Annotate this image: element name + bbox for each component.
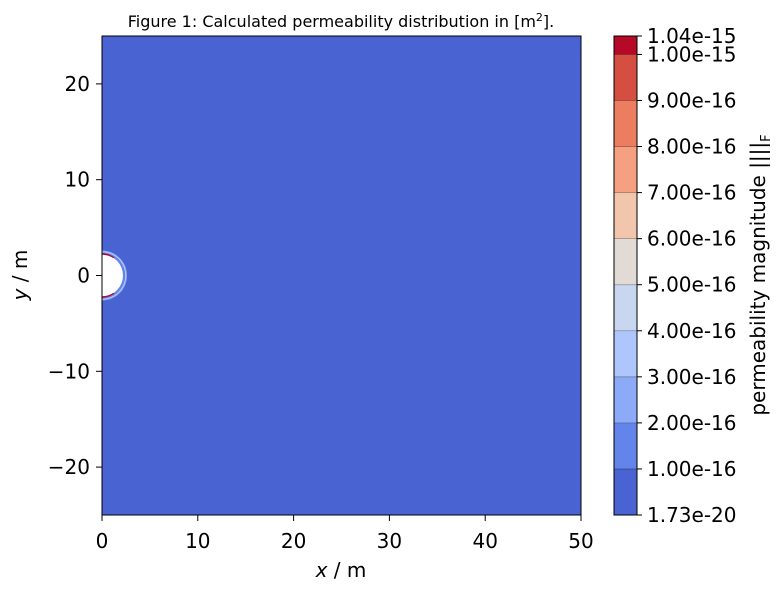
- colorbar-tick-label: 3.00e-16: [647, 365, 737, 389]
- colorbar-label-subscript: F: [759, 134, 774, 141]
- x-tick-label: 0: [96, 529, 109, 553]
- y-axis-label: y / m: [8, 250, 32, 302]
- colorbar-tick-label: 4.00e-16: [647, 319, 737, 343]
- x-tick-label: 30: [377, 529, 402, 553]
- colorbar-ticks: 1.73e-20 1.00e-16 2.00e-16 3.00e-16 4.00e-16…: [637, 24, 737, 527]
- plot-area: [101, 35, 582, 516]
- x-axis-label-unit: / m: [327, 558, 366, 582]
- y-axis-label-variable: y: [8, 287, 32, 301]
- colorbar-band: [614, 36, 637, 55]
- x-tick-label: 50: [568, 529, 593, 553]
- colorbar-label: permeability magnitude ||||F: [746, 134, 774, 415]
- colorbar-tick-label: 1.04e-15: [647, 24, 737, 48]
- colorbar-band: [614, 54, 637, 101]
- colorbar-tick-label: 1.00e-16: [647, 457, 737, 481]
- chart-title: Figure 1: Calculated permeability distri…: [128, 11, 555, 31]
- x-tick-label: 20: [281, 529, 306, 553]
- colorbar-band: [614, 376, 637, 423]
- colorbar-tick-label: 7.00e-16: [647, 181, 737, 205]
- colorbar-band: [614, 468, 637, 515]
- colorbar-frame: [613, 35, 638, 516]
- colorbar-band: [614, 100, 637, 147]
- y-tick-label: 0: [77, 264, 90, 288]
- colorbar-tick-label: 5.00e-16: [647, 273, 737, 297]
- x-tick-label: 40: [472, 529, 497, 553]
- y-tick-label: 20: [65, 72, 90, 96]
- chart-title-main: Figure 1: Calculated permeability distri…: [128, 12, 536, 31]
- colorbar-bands: [614, 36, 637, 515]
- x-axis-ticks: 0 10 20 30 40 50: [96, 515, 594, 553]
- y-tick-label: −10: [48, 359, 90, 383]
- y-tick-label: −20: [48, 455, 90, 479]
- colorbar-band: [614, 284, 637, 331]
- x-axis-label-variable: x: [315, 558, 328, 582]
- colorbar-band: [614, 146, 637, 193]
- colorbar-band: [614, 422, 637, 469]
- colorbar-tick-label: 8.00e-16: [647, 135, 737, 159]
- colorbar: 1.73e-20 1.00e-16 2.00e-16 3.00e-16 4.00e-16…: [613, 24, 737, 527]
- colorbar-tick-label: 1.73e-20: [647, 503, 737, 527]
- x-axis-label: x / m: [315, 558, 367, 582]
- borehole-region: [101, 250, 127, 301]
- chart-title-superscript: 2: [536, 11, 543, 24]
- colorbar-band: [614, 330, 637, 377]
- colorbar-tick-label: 6.00e-16: [647, 227, 737, 251]
- y-axis-label-unit: / m: [8, 250, 32, 289]
- y-tick-label: 10: [65, 168, 90, 192]
- borehole-hole: [102, 254, 123, 297]
- chart-title-end: ].: [543, 12, 554, 31]
- plot-background-field: [102, 36, 581, 515]
- y-axis-ticks: 20 10 0 −10 −20: [48, 72, 102, 479]
- x-tick-label: 10: [185, 529, 210, 553]
- colorbar-band: [614, 238, 637, 285]
- colorbar-label-main: permeability magnitude ||||: [746, 142, 770, 416]
- colorbar-tick-label: 2.00e-16: [647, 411, 737, 435]
- colorbar-band: [614, 192, 637, 239]
- colorbar-tick-label: 1.00e-15: [647, 42, 737, 66]
- colorbar-tick-label: 9.00e-16: [647, 88, 737, 112]
